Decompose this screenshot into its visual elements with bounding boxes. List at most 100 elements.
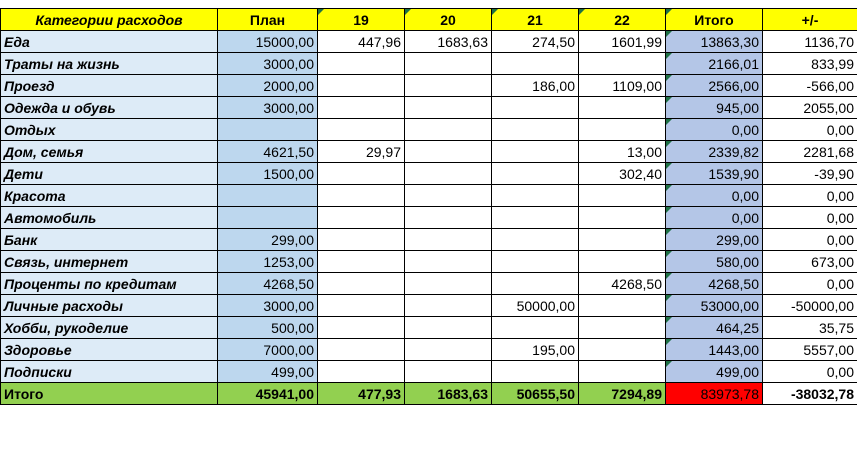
header-cell-category[interactable]: Категории расходов [0, 8, 218, 31]
cell-d20[interactable] [404, 74, 492, 97]
cell-diff[interactable]: 2281,68 [762, 140, 857, 163]
cell-diff[interactable]: -566,00 [762, 74, 857, 97]
total-cell-category[interactable]: Итого [0, 382, 218, 405]
cell-d21[interactable] [491, 162, 579, 185]
cell-d19[interactable] [317, 250, 405, 273]
cell-d19[interactable] [317, 118, 405, 141]
cell-category[interactable]: Красота [0, 184, 218, 207]
cell-category[interactable]: Здоровье [0, 338, 218, 361]
cell-d20[interactable] [404, 184, 492, 207]
cell-d20[interactable] [404, 272, 492, 295]
cell-d19[interactable] [317, 184, 405, 207]
cell-d22[interactable]: 13,00 [578, 140, 666, 163]
cell-d21[interactable] [491, 52, 579, 75]
cell-d20[interactable] [404, 250, 492, 273]
cell-category[interactable]: Проценты по кредитам [0, 272, 218, 295]
total-cell-d22[interactable]: 7294,89 [578, 382, 666, 405]
cell-d22[interactable] [578, 338, 666, 361]
cell-d20[interactable] [404, 162, 492, 185]
cell-category[interactable]: Автомобиль [0, 206, 218, 229]
cell-d22[interactable] [578, 294, 666, 317]
cell-d22[interactable]: 1601,99 [578, 30, 666, 53]
cell-itogo[interactable]: 0,00 [665, 184, 763, 207]
cell-d19[interactable] [317, 272, 405, 295]
header-cell-itogo[interactable]: Итого [665, 8, 763, 31]
cell-d22[interactable] [578, 184, 666, 207]
cell-diff[interactable]: 0,00 [762, 118, 857, 141]
cell-d19[interactable] [317, 52, 405, 75]
cell-diff[interactable]: 0,00 [762, 206, 857, 229]
cell-d22[interactable] [578, 316, 666, 339]
cell-d22[interactable] [578, 206, 666, 229]
cell-category[interactable]: Траты на жизнь [0, 52, 218, 75]
cell-d21[interactable] [491, 118, 579, 141]
cell-d20[interactable] [404, 360, 492, 383]
cell-d19[interactable] [317, 338, 405, 361]
cell-d19[interactable] [317, 228, 405, 251]
cell-itogo[interactable]: 499,00 [665, 360, 763, 383]
total-cell-d21[interactable]: 50655,50 [491, 382, 579, 405]
cell-plan[interactable]: 3000,00 [217, 96, 318, 119]
cell-d19[interactable] [317, 360, 405, 383]
header-cell-plan[interactable]: План [217, 8, 318, 31]
header-cell-d20[interactable]: 20 [404, 8, 492, 31]
cell-d21[interactable] [491, 140, 579, 163]
cell-d22[interactable]: 4268,50 [578, 272, 666, 295]
cell-plan[interactable]: 2000,00 [217, 74, 318, 97]
cell-d19[interactable] [317, 316, 405, 339]
cell-d22[interactable]: 302,40 [578, 162, 666, 185]
cell-itogo[interactable]: 13863,30 [665, 30, 763, 53]
total-cell-plan[interactable]: 45941,00 [217, 382, 318, 405]
cell-category[interactable]: Хобби, рукоделие [0, 316, 218, 339]
cell-itogo[interactable]: 464,25 [665, 316, 763, 339]
cell-d19[interactable] [317, 294, 405, 317]
cell-d19[interactable] [317, 74, 405, 97]
cell-d20[interactable] [404, 294, 492, 317]
cell-plan[interactable]: 7000,00 [217, 338, 318, 361]
cell-diff[interactable]: 35,75 [762, 316, 857, 339]
cell-d20[interactable] [404, 206, 492, 229]
cell-plan[interactable]: 499,00 [217, 360, 318, 383]
cell-d21[interactable]: 50000,00 [491, 294, 579, 317]
header-cell-d22[interactable]: 22 [578, 8, 666, 31]
cell-d21[interactable] [491, 184, 579, 207]
header-cell-d21[interactable]: 21 [491, 8, 579, 31]
cell-diff[interactable]: 0,00 [762, 228, 857, 251]
cell-d20[interactable] [404, 140, 492, 163]
cell-itogo[interactable]: 0,00 [665, 118, 763, 141]
total-cell-d20[interactable]: 1683,63 [404, 382, 492, 405]
total-cell-diff[interactable]: -38032,78 [762, 382, 857, 405]
cell-itogo[interactable]: 945,00 [665, 96, 763, 119]
cell-diff[interactable]: 1136,70 [762, 30, 857, 53]
cell-plan[interactable]: 299,00 [217, 228, 318, 251]
cell-d22[interactable] [578, 52, 666, 75]
cell-d19[interactable]: 447,96 [317, 30, 405, 53]
cell-plan[interactable] [217, 118, 318, 141]
cell-plan[interactable]: 3000,00 [217, 52, 318, 75]
cell-plan[interactable]: 1500,00 [217, 162, 318, 185]
cell-d22[interactable] [578, 250, 666, 273]
cell-itogo[interactable]: 299,00 [665, 228, 763, 251]
header-cell-d19[interactable]: 19 [317, 8, 405, 31]
cell-itogo[interactable]: 2166,01 [665, 52, 763, 75]
total-cell-d19[interactable]: 477,93 [317, 382, 405, 405]
cell-d21[interactable] [491, 96, 579, 119]
cell-plan[interactable] [217, 184, 318, 207]
cell-category[interactable]: Банк [0, 228, 218, 251]
cell-d21[interactable] [491, 316, 579, 339]
cell-d20[interactable]: 1683,63 [404, 30, 492, 53]
cell-diff[interactable]: 0,00 [762, 360, 857, 383]
cell-d22[interactable] [578, 360, 666, 383]
cell-plan[interactable]: 1253,00 [217, 250, 318, 273]
cell-diff[interactable]: -39,90 [762, 162, 857, 185]
cell-itogo[interactable]: 0,00 [665, 206, 763, 229]
cell-d21[interactable]: 274,50 [491, 30, 579, 53]
cell-category[interactable]: Проезд [0, 74, 218, 97]
cell-plan[interactable]: 4268,50 [217, 272, 318, 295]
cell-d21[interactable]: 186,00 [491, 74, 579, 97]
cell-plan[interactable]: 4621,50 [217, 140, 318, 163]
cell-category[interactable]: Подписки [0, 360, 218, 383]
cell-d19[interactable] [317, 162, 405, 185]
header-cell-diff[interactable]: +/- [762, 8, 857, 31]
cell-d20[interactable] [404, 228, 492, 251]
